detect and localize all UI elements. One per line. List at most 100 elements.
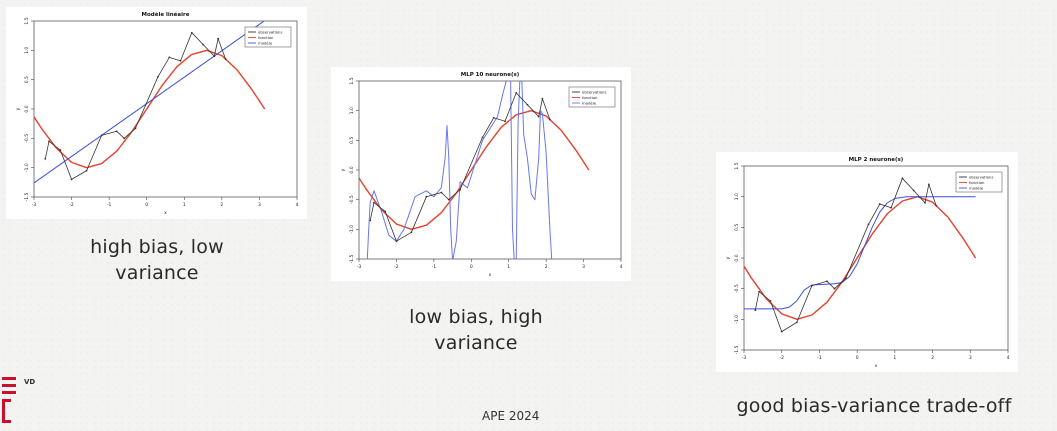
chart-title: MLP 10 neurone(s) (461, 72, 520, 78)
observation-point (369, 219, 372, 222)
chart-panel-mlp2: MLP 2 neurone(s) -3 -2 -1 0 1 2 3 4 x -1.5 -1.0 -0.5… (716, 152, 1018, 372)
caption-line: high bias, low (90, 236, 224, 258)
x-tick-label: 3 (258, 202, 261, 208)
y-tick-label: 1.0 (349, 107, 355, 114)
observation-point (224, 58, 227, 61)
observation-point (190, 31, 193, 34)
x-axis-label: x (875, 364, 878, 369)
observation-point (758, 290, 760, 293)
legend-label: modèle (582, 101, 597, 106)
y-tick-label: -1.0 (734, 315, 740, 324)
x-tick-label: 3 (969, 355, 972, 361)
chart-panel-mlp10: MLP 10 neurone(s) -3 -2 -1 0 1 2 3 4 x -1.5 -1.0 -0.… (331, 67, 631, 281)
legend-box (955, 171, 1003, 193)
observation-point (504, 120, 506, 123)
y-tick-label: -1.0 (24, 163, 30, 172)
legend-label: fonction (582, 95, 598, 100)
observation-point (123, 137, 126, 140)
y-tick-label: 0.5 (24, 76, 30, 83)
x-tick-label: -1 (817, 355, 822, 361)
x-tick-label: -3 (32, 202, 37, 208)
x-tick-label: 4 (620, 264, 623, 270)
chart-panel-linear: Modèle linéaire -3 -2 -1 0 1 2 3 4 x -1.5 -1.0 -0.5 0… (6, 7, 307, 219)
y-tick-label: -1.5 (24, 192, 30, 201)
observation-point (492, 116, 495, 119)
chart-linear: Modèle linéaire -3 -2 -1 0 1 2 3 4 x -1.5 -1.0 -0.5 0… (16, 11, 299, 216)
observation-point (769, 300, 772, 302)
x-tick-label: -1 (432, 264, 437, 270)
observation-point (447, 198, 450, 201)
x-tick-label: -2 (779, 355, 784, 361)
logo: VD (2, 373, 38, 427)
caption-low-bias: low bias, high variance (366, 304, 586, 356)
x-tick-label: 4 (296, 202, 299, 208)
caption-line: variance (434, 332, 518, 354)
y-tick-label: 1.5 (24, 17, 30, 24)
x-tick-label: 2 (931, 355, 934, 361)
legend-label: observations (582, 90, 606, 95)
observation-point (481, 136, 484, 139)
observation-point (537, 115, 540, 118)
y-tick-label: 0.0 (734, 254, 740, 261)
observation-point (395, 240, 398, 243)
footer-text: APE 2024 (482, 409, 540, 423)
x-tick-label: 3 (582, 264, 585, 270)
observation-point (833, 287, 836, 290)
observation-point (844, 277, 847, 280)
observation-point (217, 37, 220, 40)
y-tick-label: 1.5 (349, 77, 355, 84)
observation-point (373, 201, 375, 204)
observation-point (425, 195, 428, 198)
observation-point (202, 43, 204, 46)
caption-high-bias: high bias, low variance (52, 234, 262, 286)
series-line-fonction (359, 110, 590, 231)
observation-point (541, 97, 544, 100)
observation-point (826, 280, 828, 283)
x-tick-label: -3 (357, 264, 362, 270)
y-tick-label: 0.5 (349, 137, 355, 144)
observation-point (810, 284, 813, 287)
plot-area (34, 21, 266, 184)
series-line-fonction (34, 49, 266, 169)
chart-title: MLP 2 neurone(s) (849, 157, 904, 163)
observation-point (526, 103, 529, 106)
x-tick-label: 1 (893, 355, 896, 361)
chart-title: Modèle linéaire (142, 11, 190, 18)
observation-point (85, 169, 88, 172)
plot-area (744, 177, 977, 333)
observation-point (935, 204, 938, 207)
legend-label: modèle (969, 186, 984, 191)
x-tick-label: 4 (1007, 355, 1010, 361)
observation-point (213, 55, 216, 58)
y-tick-label: -1.5 (349, 254, 355, 263)
observation-point (912, 189, 915, 192)
x-tick-label: 0 (470, 264, 473, 270)
observation-point (780, 330, 783, 333)
legend-box (568, 86, 616, 108)
y-tick-label: 0.0 (24, 105, 30, 112)
observation-point (927, 183, 930, 186)
y-tick-label: 1.0 (24, 47, 30, 54)
y-tick-label: -1.5 (734, 345, 740, 354)
legend-box (244, 26, 292, 48)
x-tick-label: 2 (545, 264, 548, 270)
caption-line: variance (115, 262, 199, 284)
y-tick-label: 0.0 (349, 166, 355, 173)
logo-text: VD (24, 378, 35, 386)
series-line-modele (366, 81, 553, 259)
observation-point (878, 203, 881, 205)
caption-line: low bias, high (409, 306, 543, 328)
observation-point (168, 56, 171, 59)
observation-point (924, 201, 926, 204)
logo-mark-icon: VD (2, 377, 35, 423)
x-tick-label: 1 (183, 202, 186, 208)
x-tick-label: 0 (145, 202, 148, 208)
y-axis-label: y (341, 168, 346, 171)
x-tick-label: -3 (742, 355, 747, 361)
caption-line: good bias-variance trade-off (736, 395, 1012, 417)
observation-point (115, 130, 118, 133)
y-axis-label: y (16, 107, 21, 110)
plot-area (359, 81, 590, 259)
y-tick-label: -0.5 (24, 134, 30, 143)
caption-tradeoff: good bias-variance trade-off (700, 393, 1048, 419)
